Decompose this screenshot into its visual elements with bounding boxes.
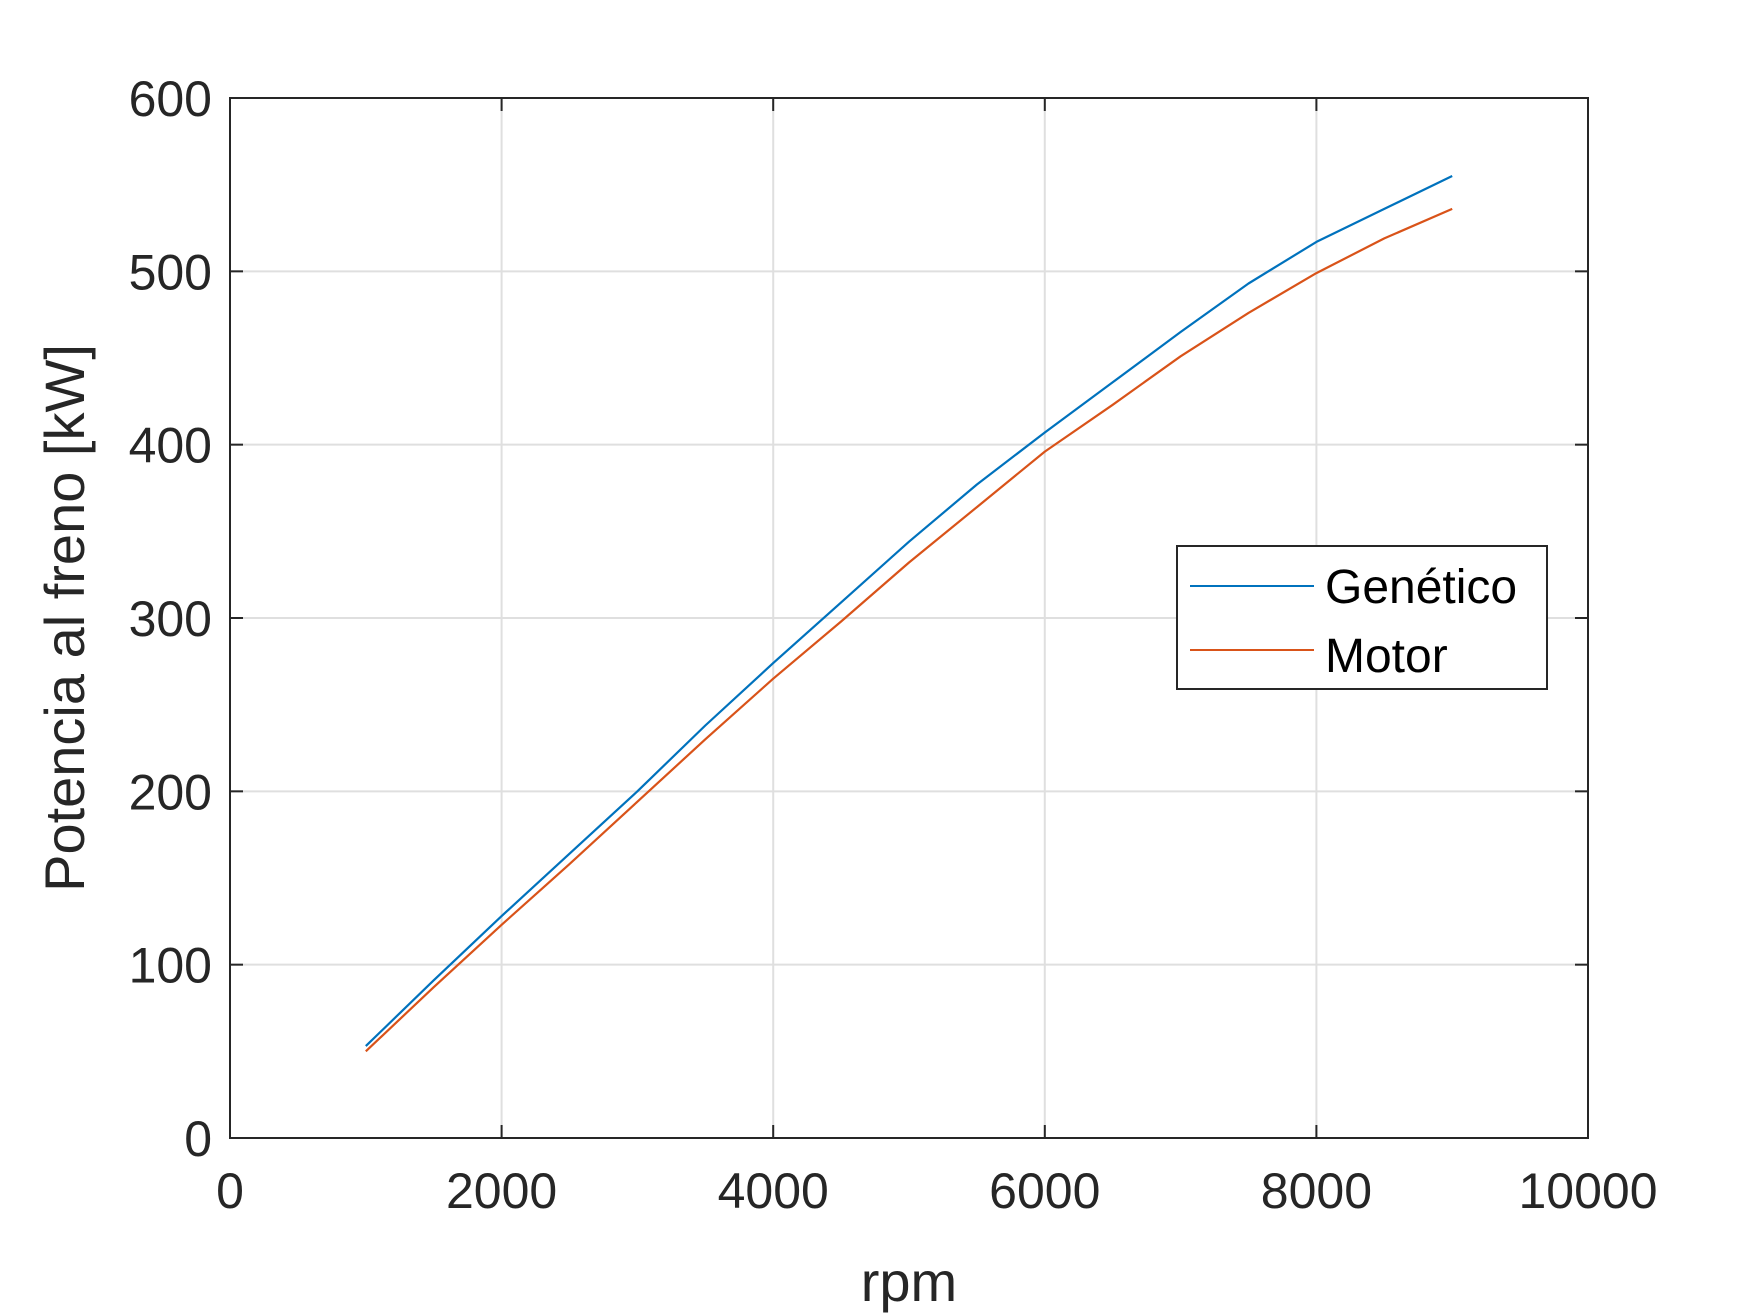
legend: Genético Motor — [1176, 545, 1548, 690]
y-tick-label: 200 — [129, 764, 212, 820]
series-layer — [365, 175, 1453, 1053]
legend-label-motor: Motor — [1325, 630, 1448, 683]
x-tick-label: 10000 — [1518, 1163, 1657, 1219]
x-tick-label: 6000 — [989, 1163, 1100, 1219]
y-tick-label: 100 — [129, 938, 212, 994]
y-tick-label: 300 — [129, 591, 212, 647]
y-tick-label: 400 — [129, 418, 212, 474]
x-tick-label: 8000 — [1261, 1163, 1372, 1219]
series-line-motor — [365, 207, 1453, 1053]
ticks — [229, 97, 1589, 1139]
x-tick-label: 0 — [216, 1163, 244, 1219]
x-tick-label: 4000 — [718, 1163, 829, 1219]
y-tick-label: 600 — [129, 71, 212, 127]
tick-labels: 0 2000 4000 6000 8000 10000 0 100 200 300 400 500 60… — [129, 71, 1658, 1219]
series-line-genetico — [365, 175, 1453, 1047]
y-axis-label: Potencia al freno [kW] — [33, 344, 96, 892]
x-axis-label: rpm — [861, 1250, 957, 1313]
y-tick-label: 500 — [129, 244, 212, 300]
y-tick-label: 0 — [184, 1111, 212, 1167]
legend-label-genetico: Genético — [1325, 561, 1517, 614]
legend-box — [1176, 545, 1548, 690]
x-tick-label: 2000 — [446, 1163, 557, 1219]
